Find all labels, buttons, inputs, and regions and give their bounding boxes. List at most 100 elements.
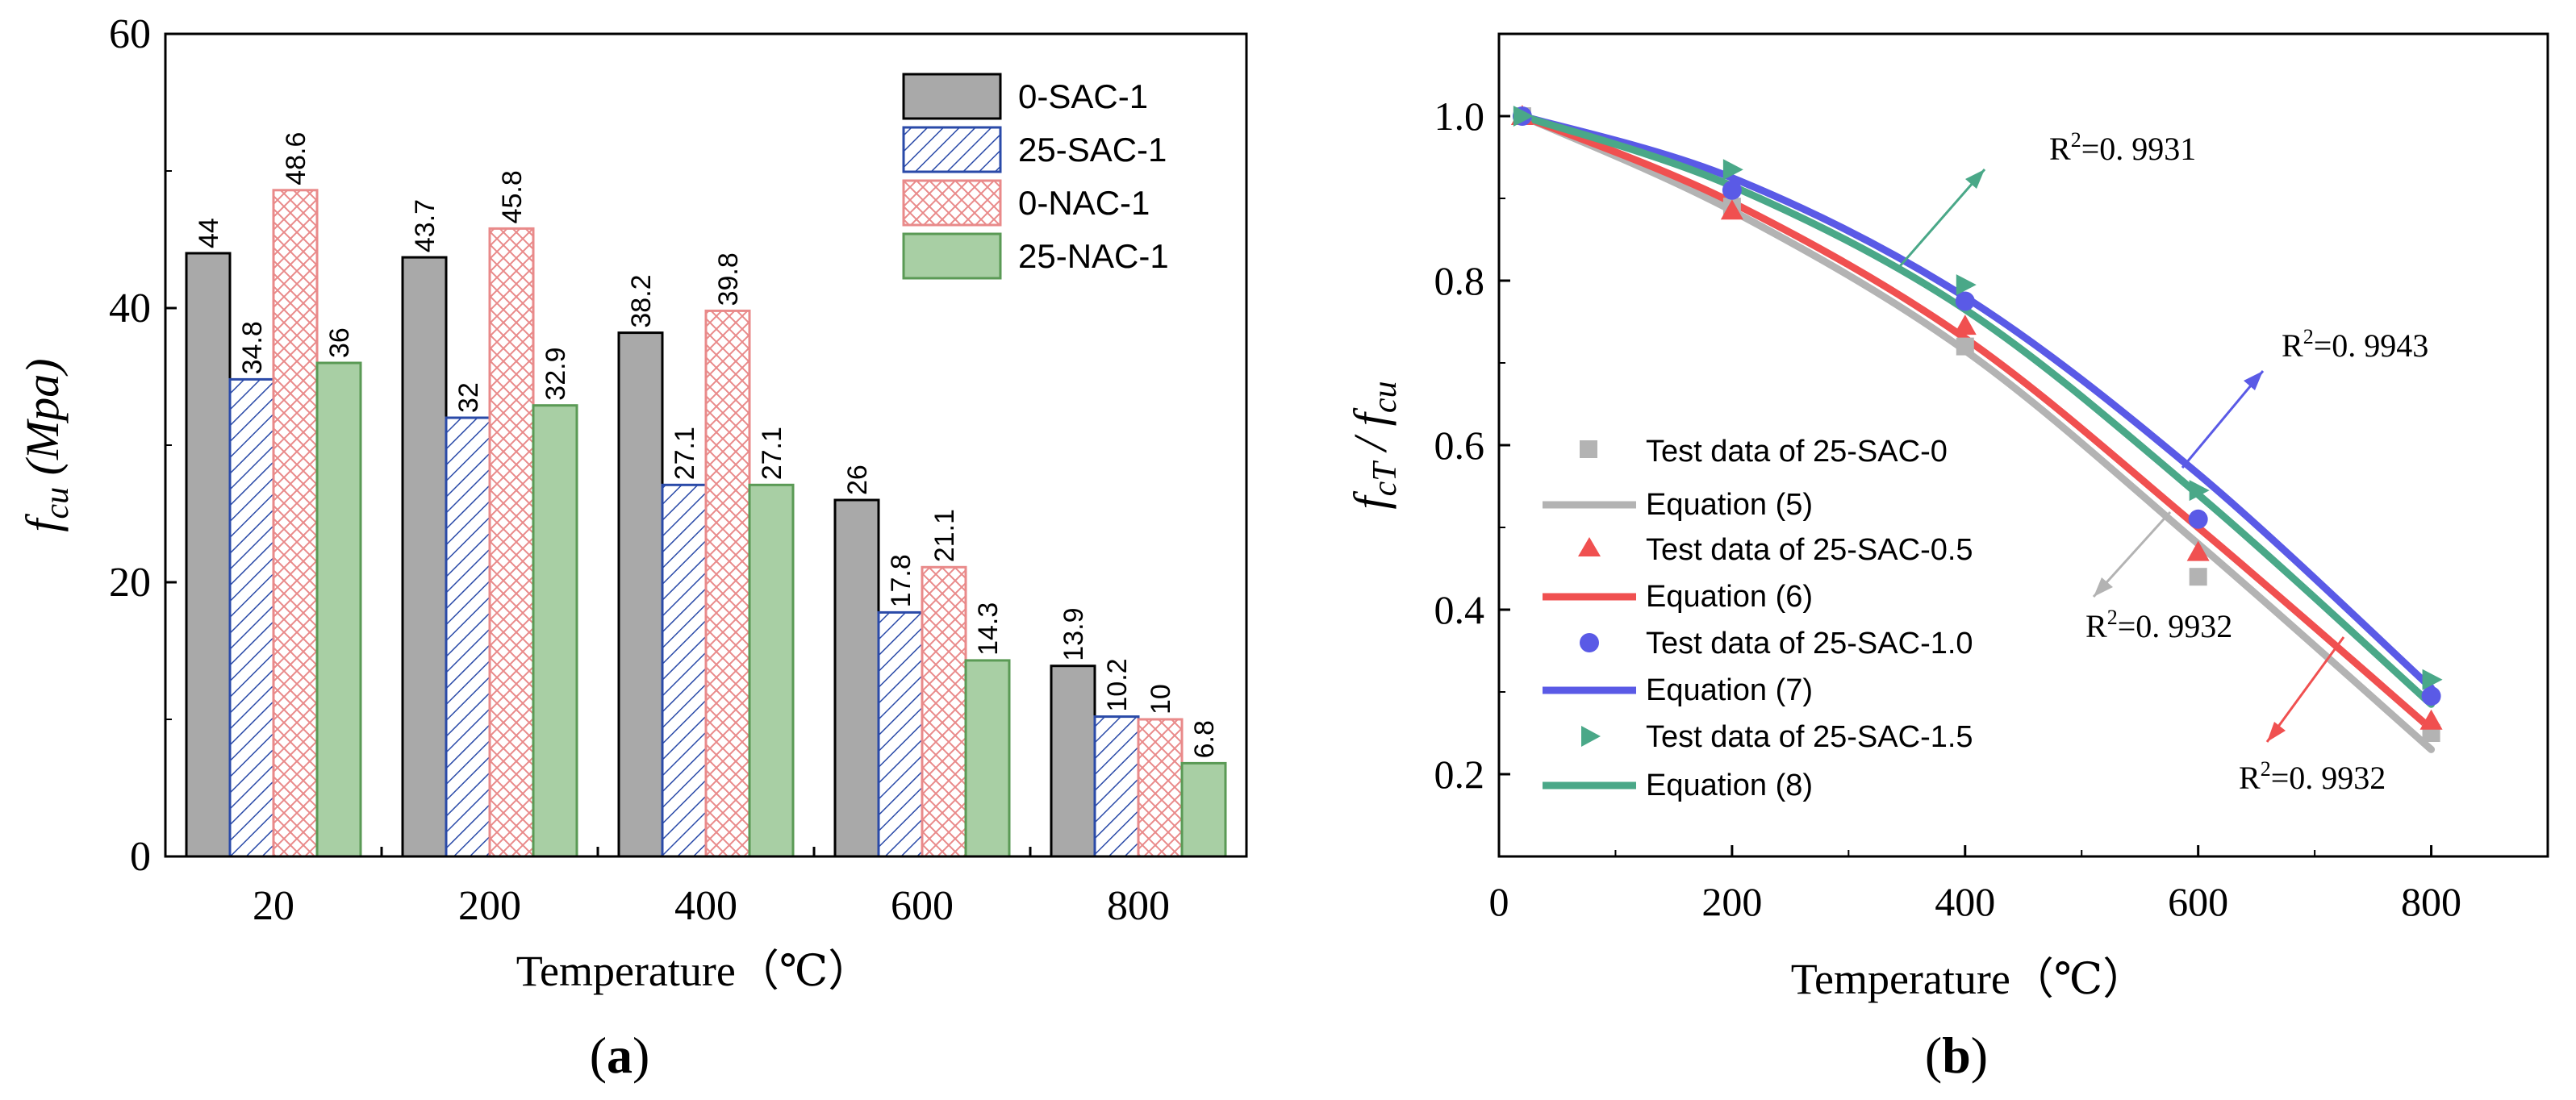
bar-label-25-sac-1-400: 27.1 xyxy=(670,427,700,480)
arrowhead-r2-9943 xyxy=(2244,371,2263,390)
panel-a-bar-chart: 44 34.8 48.6 36 43.7 32 45.8 32.9 38.2 27.1 39.8 27… xyxy=(16,11,1248,1084)
bar-0-sac-1-400 xyxy=(617,331,664,858)
point-test-data-of-25-sac-0-5-600 xyxy=(2186,540,2210,561)
bar-label-0-sac-1-800: 13.9 xyxy=(1058,608,1089,661)
legend-label-equation-8: Equation (8) xyxy=(1646,769,1813,802)
point-test-data-of-25-sac-1-5-20 xyxy=(1513,106,1534,127)
y-tick-label: 0.2 xyxy=(1434,752,1485,797)
arrow-r2-9943 xyxy=(2181,370,2265,469)
legend-label-25-nac-1: 25-NAC-1 xyxy=(1018,237,1169,275)
bar-label-0-sac-1-20: 44 xyxy=(194,218,224,248)
fit-curve-equation-8 xyxy=(1518,112,2436,708)
legend-swatch-25-nac-1 xyxy=(902,232,1002,280)
legend-label-0-nac-1: 0-NAC-1 xyxy=(1018,184,1150,222)
y-tick-label: 1.0 xyxy=(1434,94,1485,139)
bar-0-sac-1-20 xyxy=(185,252,232,858)
bar-25-sac-1-200 xyxy=(445,416,491,858)
point-test-data-of-25-sac-1-5-200 xyxy=(1722,159,1743,181)
legend-label-0-sac-1: 0-SAC-1 xyxy=(1018,77,1148,115)
legend-label-25-sac-0-5: Test data of 25-SAC-0.5 xyxy=(1646,533,1973,567)
fit-curve-equation-7 xyxy=(1518,112,2436,692)
panel-b-legend: Test data of 25-SAC-0 Equation (5) Test … xyxy=(1543,435,1973,802)
bar-0-sac-1-600 xyxy=(833,498,880,858)
bar-label-25-sac-1-200: 32 xyxy=(453,382,484,413)
bar-0-nac-1-20 xyxy=(272,189,319,858)
bar-25-nac-1-200 xyxy=(532,404,578,858)
y-tick-label: 0.4 xyxy=(1434,587,1485,632)
bar-label-25-sac-1-20: 34.8 xyxy=(237,321,268,374)
panel-a-y-axis-label: fcu (Mpa) xyxy=(16,358,76,531)
legend-marker-square xyxy=(1580,440,1597,458)
point-test-data-of-25-sac-1-0-200 xyxy=(1722,180,1742,200)
panel-a-x-axis-label: Temperature（℃） xyxy=(516,947,871,995)
point-test-data-of-25-sac-0-5-400 xyxy=(1953,315,1977,335)
bar-25-sac-1-400 xyxy=(661,483,708,858)
arrow-r2-9932-right xyxy=(2265,636,2345,743)
bar-25-sac-1-600 xyxy=(877,610,924,858)
bar-label-0-nac-1-400: 39.8 xyxy=(713,252,744,306)
legend-label-25-sac-1-0: Test data of 25-SAC-1.0 xyxy=(1646,627,1973,660)
bar-label-25-sac-1-600: 17.8 xyxy=(886,554,916,607)
arrowhead-r2-9932-right xyxy=(2267,722,2286,742)
legend-marker-triangle-right xyxy=(1581,726,1601,747)
annotation-r2-9932-left: R2=0. 9932 xyxy=(2085,606,2232,644)
annotation-r2-9932-right: R2=0. 9932 xyxy=(2239,757,2386,796)
bar-0-sac-1-800 xyxy=(1050,665,1096,858)
panel-b-y-axis-label: fcT / fcu xyxy=(1344,381,1404,509)
bar-label-0-nac-1-200: 45.8 xyxy=(497,170,528,223)
bar-0-nac-1-400 xyxy=(704,309,751,858)
legend-swatch-0-nac-1 xyxy=(902,179,1002,227)
bar-label-0-sac-1-200: 43.7 xyxy=(410,199,440,252)
x-tick-label: 400 xyxy=(674,883,737,929)
bar-25-sac-1-800 xyxy=(1093,715,1140,858)
bar-25-nac-1-400 xyxy=(748,483,795,858)
bar-25-sac-1-20 xyxy=(228,377,275,858)
panel-b-scatter-chart: 0.2 0.4 0.6 0.8 1.0 0 200 400 600 800 R2=0. 9931… xyxy=(1344,32,2549,1084)
panel-b-label: (b) xyxy=(1925,1027,1988,1084)
legend-label-25-sac-1: 25-SAC-1 xyxy=(1018,131,1167,169)
legend-swatch-0-sac-1 xyxy=(902,73,1002,120)
bar-25-nac-1-800 xyxy=(1180,761,1227,858)
bar-label-25-nac-1-20: 36 xyxy=(324,327,355,358)
fit-curve-equation-6 xyxy=(1518,112,2436,733)
x-tick-label: 600 xyxy=(2168,879,2228,924)
y-tick-label: 60 xyxy=(109,11,151,57)
x-tick-label: 400 xyxy=(1935,879,1995,924)
bar-25-nac-1-20 xyxy=(315,361,362,858)
y-tick-label: 0 xyxy=(130,834,151,880)
bar-label-0-nac-1-20: 48.6 xyxy=(281,132,311,185)
panel-b-x-axis-label: Temperature（℃） xyxy=(1791,955,2146,1003)
arrowhead-r2-9932-left xyxy=(2094,577,2113,597)
legend-marker-triangle-up xyxy=(1578,537,1601,556)
point-test-data-of-25-sac-1-0-600 xyxy=(2188,509,2208,529)
legend-marker-circle xyxy=(1580,633,1599,652)
legend-label-25-sac-0: Test data of 25-SAC-0 xyxy=(1646,435,1948,469)
bar-label-25-nac-1-200: 32.9 xyxy=(541,348,571,401)
x-tick-label: 800 xyxy=(1107,883,1170,929)
point-test-data-of-25-sac-0-5-800 xyxy=(2419,709,2443,730)
bar-0-nac-1-200 xyxy=(488,227,535,858)
panel-a-label: (a) xyxy=(590,1027,650,1084)
bar-label-25-nac-1-400: 27.1 xyxy=(757,427,787,480)
y-tick-label: 0.6 xyxy=(1434,423,1485,468)
x-tick-label: 20 xyxy=(253,883,294,929)
legend-label-equation-7: Equation (7) xyxy=(1646,673,1813,707)
y-tick-label: 40 xyxy=(109,285,151,331)
annotation-r2-9943: R2=0. 9943 xyxy=(2282,325,2428,364)
bar-label-25-nac-1-600: 14.3 xyxy=(973,602,1004,656)
y-tick-label: 20 xyxy=(109,560,151,606)
bar-0-nac-1-600 xyxy=(921,565,967,858)
arrowhead-r2-9931 xyxy=(1965,169,1985,189)
point-test-data-of-25-sac-0-600 xyxy=(2189,568,2207,586)
bar-0-sac-1-200 xyxy=(401,256,448,858)
bar-0-nac-1-800 xyxy=(1137,718,1184,858)
bar-label-0-sac-1-600: 26 xyxy=(842,465,873,495)
point-test-data-of-25-sac-1-0-800 xyxy=(2421,686,2441,706)
bar-label-25-sac-1-800: 10.2 xyxy=(1102,658,1133,711)
legend-swatch-25-sac-1 xyxy=(902,126,1002,173)
point-test-data-of-25-sac-0-400 xyxy=(1956,337,1974,356)
bar-25-nac-1-600 xyxy=(964,659,1011,858)
legend-label-equation-5: Equation (5) xyxy=(1646,488,1813,522)
bar-label-25-nac-1-800: 6.8 xyxy=(1189,720,1220,758)
